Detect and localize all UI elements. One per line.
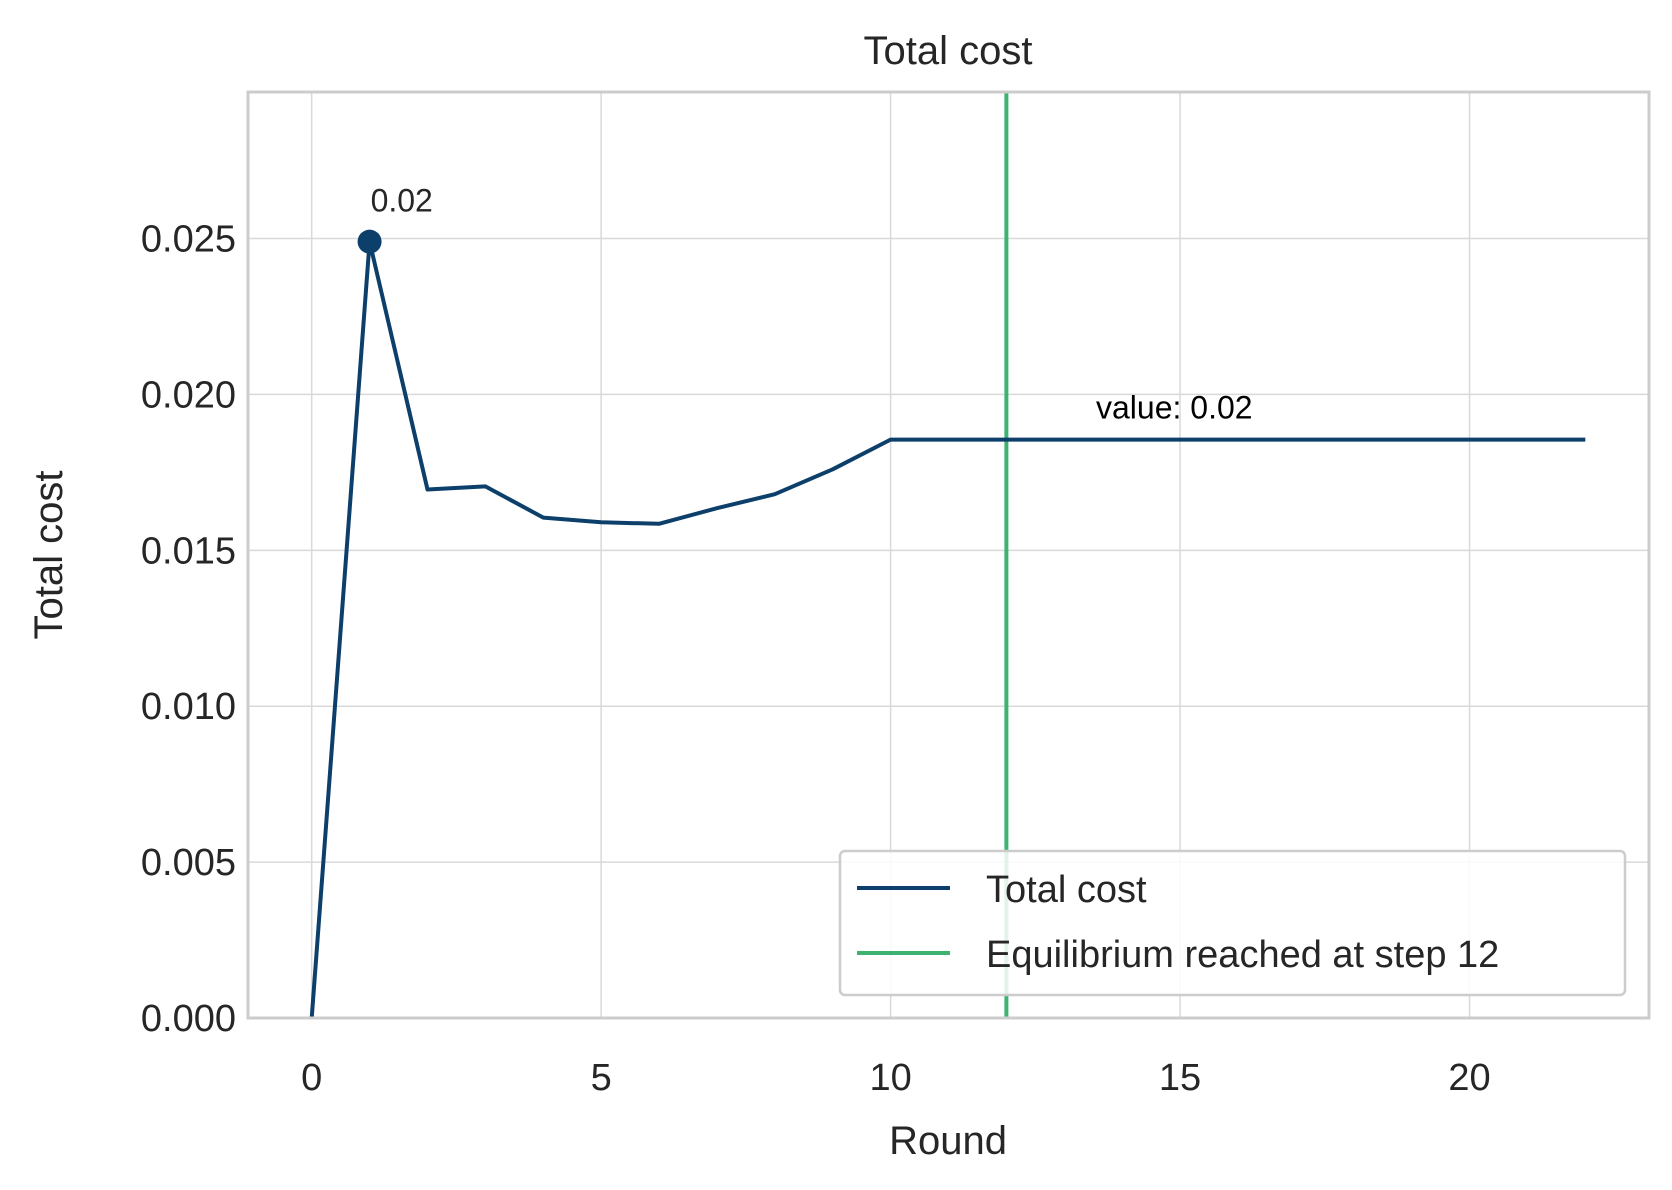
legend-box bbox=[838, 849, 1627, 997]
x-tick-label: 15 bbox=[1159, 1057, 1201, 1099]
y-tick-label: 0.005 bbox=[141, 842, 236, 884]
chart-title: Total cost bbox=[864, 29, 1033, 73]
grid bbox=[248, 92, 1649, 1019]
x-tick-label: 20 bbox=[1448, 1057, 1490, 1099]
y-tick-label: 0.010 bbox=[141, 686, 236, 728]
plot-frame bbox=[246, 90, 1651, 1020]
y-axis-label: Total cost bbox=[27, 471, 71, 640]
y-tick-label: 0.000 bbox=[141, 998, 236, 1040]
y-tick-label: 0.015 bbox=[141, 530, 236, 572]
y-tick-label: 0.025 bbox=[141, 219, 236, 261]
legend-label-equilibrium: Equilibrium reached at step 12 bbox=[986, 934, 1499, 976]
x-ticks: 0 5 10 15 20 bbox=[301, 1057, 1491, 1099]
legend-label-total-cost: Total cost bbox=[986, 869, 1147, 911]
x-axis-label: Round bbox=[889, 1119, 1007, 1163]
legend: Total cost Equilibrium reached at step 1… bbox=[838, 849, 1627, 997]
value-annotation: value: 0.02 bbox=[1096, 390, 1253, 426]
annotation-layer: 0.02 value: 0.02 bbox=[357, 183, 1253, 426]
series-line-total-cost bbox=[309, 239, 1586, 1019]
y-ticks: 0.000 0.005 0.010 0.015 0.020 0.025 bbox=[141, 219, 236, 1040]
peak-marker bbox=[357, 229, 382, 254]
x-tick-label: 5 bbox=[591, 1057, 612, 1099]
x-tick-label: 0 bbox=[301, 1057, 322, 1099]
peak-label: 0.02 bbox=[371, 183, 433, 219]
y-tick-label: 0.020 bbox=[141, 374, 236, 416]
x-tick-label: 10 bbox=[869, 1057, 911, 1099]
